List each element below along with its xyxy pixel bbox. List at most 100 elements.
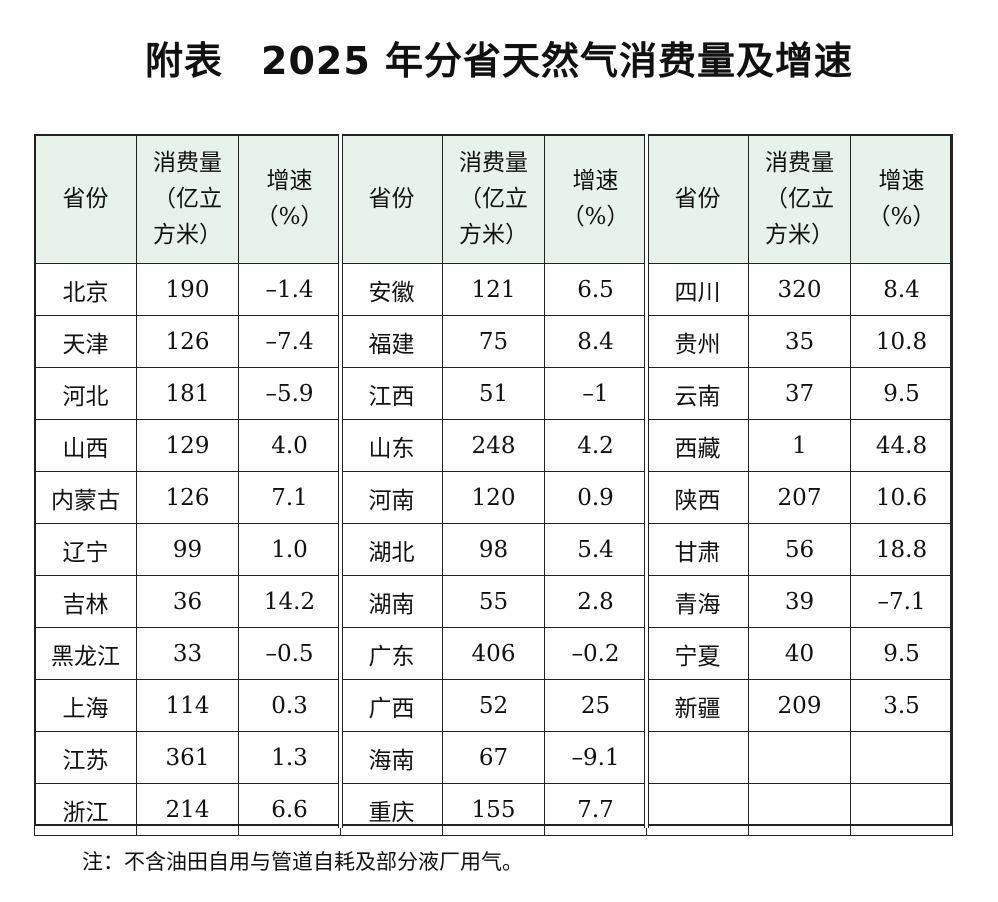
cell-growth: –7.4 <box>238 315 341 368</box>
table-row: 陕西 207 10.6 <box>646 471 953 524</box>
cell-volume: 1 <box>748 419 851 472</box>
cell-province: 海南 <box>340 731 443 784</box>
header-volume: 消费量 （亿立方米） <box>442 134 545 264</box>
cell-volume: 39 <box>748 575 851 628</box>
header-growth-line: （%） <box>255 204 324 230</box>
cell-growth: 10.6 <box>850 471 953 524</box>
header-volume: 消费量 （亿立 方米） <box>748 134 851 264</box>
table-row: 山东 248 4.2 <box>340 419 647 472</box>
cell-province: 陕西 <box>646 471 749 524</box>
header-volume: 消费量 （亿立方米） <box>136 134 239 264</box>
cell-province: 西藏 <box>646 419 749 472</box>
cell-volume: 248 <box>442 419 545 472</box>
cell-volume: 209 <box>748 679 851 732</box>
header-growth: 增速 （%） <box>544 134 647 264</box>
table-row: 宁夏 40 9.5 <box>646 627 953 680</box>
cell-growth: 8.4 <box>850 263 953 316</box>
cell-volume: 99 <box>136 523 239 576</box>
table-block-1: 省份 消费量 （亿立 方米） 增速 （%） 北京 190 –1.4 天津 126 –7.4 河北 181–… <box>34 134 341 836</box>
cell-volume <box>748 783 851 836</box>
cell-province <box>646 783 749 836</box>
cell-volume: 190 <box>136 263 239 316</box>
cell-province: 辽宁 <box>34 523 137 576</box>
cell-volume: 120 <box>442 471 545 524</box>
consumption-table: 省份 消费量 （亿立 方米） 增速 （%） 北京 190 –1.4 天津 126 –7.4 河北 181–… <box>34 134 953 836</box>
cell-province: 山西 <box>34 419 137 472</box>
table-row: 重庆 155 7.7 <box>340 783 647 836</box>
cell-growth: –7.1 <box>850 575 953 628</box>
cell-growth: 1.0 <box>238 523 341 576</box>
table-row: 浙江 214 6.6 <box>34 783 341 836</box>
page-title: 附表 2025 年分省天然气消费量及增速 <box>0 30 998 85</box>
cell-province: 内蒙古 <box>34 471 137 524</box>
table-row: 吉林 36 14.2 <box>34 575 341 628</box>
cell-growth: 1.3 <box>238 731 341 784</box>
header-province: 省份 <box>340 134 443 264</box>
header-volume-line: 方米） <box>459 222 528 248</box>
table-row: 广西 52 25 <box>340 679 647 732</box>
block-separator <box>338 134 343 828</box>
title-prefix: 附表 <box>144 39 223 83</box>
table-row: 青海 39 –7.1 <box>646 575 953 628</box>
cell-growth: 0.3 <box>238 679 341 732</box>
cell-growth: 5.4 <box>544 523 647 576</box>
table-row: 天津 126 –7.4 <box>34 315 341 368</box>
cell-province: 吉林 <box>34 575 137 628</box>
cell-volume: 56 <box>748 523 851 576</box>
table-row: 新疆 209 3.5 <box>646 679 953 732</box>
cell-volume <box>748 731 851 784</box>
table-row: 湖南 55 2.8 <box>340 575 647 628</box>
header-volume-line: 消费量 <box>153 150 222 176</box>
cell-growth: –0.5 <box>238 627 341 680</box>
cell-province: 江苏 <box>34 731 137 784</box>
cell-growth: –9.1 <box>544 731 647 784</box>
block-separator <box>644 134 649 828</box>
header-growth-line: 增速 <box>266 168 313 194</box>
cell-growth: 44.8 <box>850 419 953 472</box>
cell-growth: 2.8 <box>544 575 647 628</box>
header-growth: 增速 （%） <box>238 134 341 264</box>
cell-province: 湖北 <box>340 523 443 576</box>
header-volume-line: 方米） <box>153 222 222 248</box>
cell-volume: 181 <box>136 367 239 420</box>
table-row: 安徽 121 6.5 <box>340 263 647 316</box>
cell-growth: 6.5 <box>544 263 647 316</box>
cell-volume: 52 <box>442 679 545 732</box>
table-row: 北京 190 –1.4 <box>34 263 341 316</box>
cell-growth: 9.5 <box>850 627 953 680</box>
cell-volume: 207 <box>748 471 851 524</box>
cell-volume: 35 <box>748 315 851 368</box>
cell-growth: –1 <box>544 367 647 420</box>
cell-province: 重庆 <box>340 783 443 836</box>
cell-volume: 75 <box>442 315 545 368</box>
table-row: 福建 75 8.4 <box>340 315 647 368</box>
cell-growth: 0.9 <box>544 471 647 524</box>
table-row: 河南 120 0.9 <box>340 471 647 524</box>
cell-growth: 7.1 <box>238 471 341 524</box>
cell-volume: 155 <box>442 783 545 836</box>
cell-volume: 51 <box>442 367 545 420</box>
cell-volume: 129 <box>136 419 239 472</box>
cell-volume: 33 <box>136 627 239 680</box>
cell-province: 湖南 <box>340 575 443 628</box>
header-growth-line: 增速 <box>572 168 619 194</box>
cell-province: 四川 <box>646 263 749 316</box>
table-row: 辽宁 99 1.0 <box>34 523 341 576</box>
table-row: 黑龙江 33 –0.5 <box>34 627 341 680</box>
table-row: 甘肃 56 18.8 <box>646 523 953 576</box>
header-volume-line: （亿立 <box>153 186 222 212</box>
cell-province: 黑龙江 <box>34 627 137 680</box>
cell-volume: 67 <box>442 731 545 784</box>
cell-volume: 37 <box>748 367 851 420</box>
cell-growth: 4.0 <box>238 419 341 472</box>
cell-province: 上海 <box>34 679 137 732</box>
cell-volume: 406 <box>442 627 545 680</box>
cell-growth: 18.8 <box>850 523 953 576</box>
cell-province: 广西 <box>340 679 443 732</box>
header-volume-line: 消费量 <box>459 150 528 176</box>
table-row <box>646 731 953 784</box>
cell-province: 贵州 <box>646 315 749 368</box>
header-volume-line: （亿立 <box>459 186 528 212</box>
cell-province: 江西 <box>340 367 443 420</box>
cell-volume: 121 <box>442 263 545 316</box>
